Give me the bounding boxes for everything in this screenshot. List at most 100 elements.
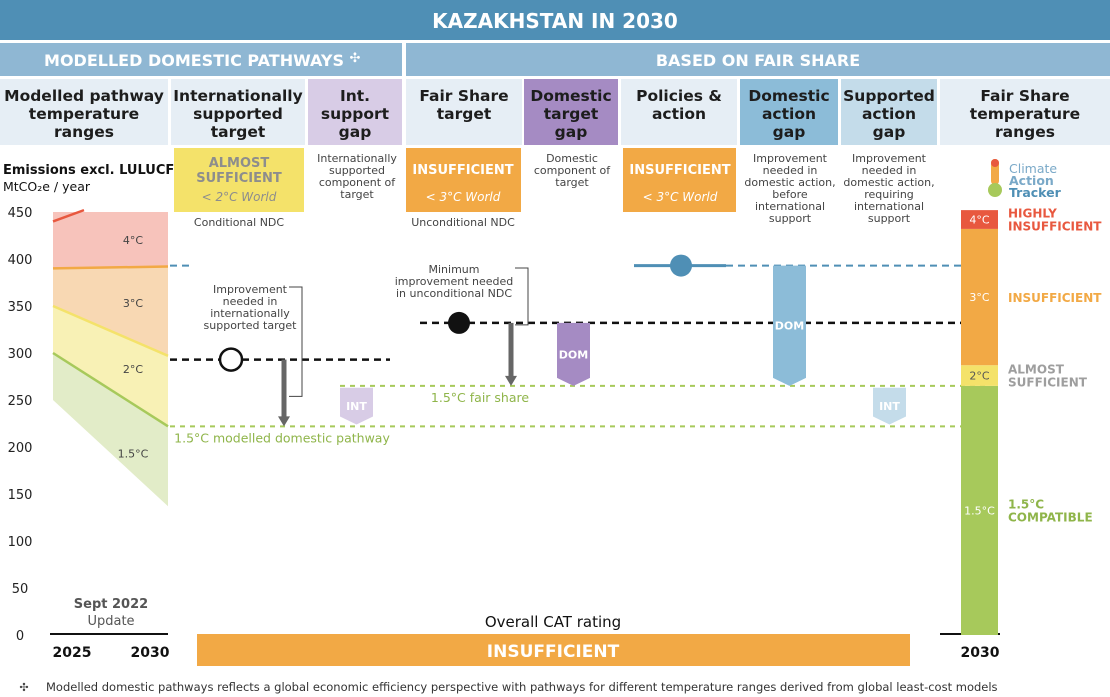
column-label-fair_share_target-1: target [437, 105, 492, 123]
desc-int-gap-0: Internationally [317, 152, 397, 165]
fair-share-rating-0: 1.5°C [1008, 497, 1044, 511]
y-tick-200: 200 [8, 441, 33, 456]
right-section-title: BASED ON FAIR SHARE [656, 51, 860, 70]
min-improvement-text-0: Minimum [429, 263, 480, 276]
left-section-mark: ✣ [350, 51, 361, 66]
column-label-fair_share_ranges-0: Fair Share [980, 87, 1069, 105]
column-label-int_supported-0: Internationally [173, 87, 302, 105]
column-label-fair_share_ranges-2: ranges [995, 123, 1055, 141]
column-header-int_gap [308, 79, 402, 145]
logo-line2: Action [1009, 173, 1054, 188]
modelled-band-0 [53, 212, 168, 269]
desc-supported-action-gap-2: domestic action, [843, 176, 934, 189]
rating-box-policies [623, 148, 736, 212]
rating-box-fair-share [406, 148, 521, 212]
fair-share-range-label-2: 3°C [969, 291, 989, 304]
column-label-fair_share_target-0: Fair Share [419, 87, 508, 105]
column-label-int_gap-0: Int. [340, 87, 370, 105]
desc-domestic-gap-2: target [555, 176, 589, 189]
column-header-policies [621, 79, 737, 145]
rating-box-int-supported [174, 148, 304, 212]
modelled-4c-line [52, 208, 85, 223]
modelled-band-label-1: 3°C [123, 297, 143, 310]
fair-share-rating-1: ALMOST [1008, 363, 1065, 377]
column-label-fair_share_ranges-1: temperature [970, 105, 1080, 123]
title-bar [0, 0, 1110, 40]
desc-supported-action-gap-0: Improvement [852, 152, 927, 165]
right-section-bar [406, 43, 1110, 76]
int-improvement-arrow-shaft [281, 359, 287, 418]
desc-domestic-action-gap-5: support [769, 212, 812, 225]
logo-line3: Tracker [1009, 185, 1062, 200]
rating-int-supported: ALMOST [209, 156, 270, 171]
update-label: Sept 2022 [74, 597, 148, 612]
min-improvement-text-1: improvement needed [395, 275, 514, 288]
modelled-band-2 [53, 306, 168, 427]
unconditional-ndc-marker [448, 311, 470, 334]
ndc-improvement-arrow-head [505, 375, 517, 386]
y-axis-unit: MtCO₂e / year [3, 179, 91, 194]
rating-fair-share: INSUFFICIENT [412, 163, 513, 178]
desc-int-gap-2: component of [319, 176, 396, 189]
modelled-boundary-3 [52, 351, 169, 428]
fair-share-rating-2: INSUFFICIENT [1008, 291, 1102, 305]
column-header-domestic_action_gap [740, 79, 838, 145]
column-header-int_supported [171, 79, 305, 145]
thermometer-bulb-icon [988, 183, 1002, 197]
improvement-int-text-1: needed in [223, 295, 278, 308]
column-label-domestic_action_gap-0: Domestic [748, 87, 829, 105]
overall-rating-value: INSUFFICIENT [487, 642, 620, 662]
y-axis-label: Emissions excl. LULUCF [3, 163, 174, 178]
supported-action-gap-bar-label: INT [879, 400, 900, 413]
column-header-supported_action_gap [841, 79, 937, 145]
modelled-band-1 [53, 266, 168, 356]
footnote-mark: ✣ [19, 681, 28, 694]
y-tick-400: 400 [8, 253, 33, 268]
modelled-band-label-3: 1.5°C [118, 448, 149, 461]
column-label-int_supported-1: supported [193, 105, 283, 123]
column-label-modelled_ranges-1: temperature [29, 105, 139, 123]
int-improvement-arrow-head [278, 416, 290, 427]
y-tick-250: 250 [8, 394, 33, 409]
column-label-domestic_gap-1: target [544, 105, 599, 123]
fair-share-label: 1.5°C fair share [431, 390, 529, 405]
logo-line1: Climate [1009, 161, 1057, 176]
domestic-action-gap-bar-label: DOM [775, 320, 804, 333]
fair-share-range-label-0: 1.5°C [964, 504, 995, 517]
fair-share-range-label-1: 2°C [969, 370, 989, 383]
desc-supported-action-gap-1: needed in [862, 164, 917, 177]
domestic-gap-bar-label: DOM [559, 348, 588, 361]
fair-share-range-2 [961, 228, 998, 366]
desc-int-gap-1: supported [329, 164, 385, 177]
column-label-domestic_action_gap-2: gap [773, 123, 806, 141]
left-section-bar [0, 43, 402, 76]
footnote-text: Modelled domestic pathways reflects a gl… [46, 680, 998, 694]
column-header-fair_share_target [406, 79, 522, 145]
y-tick-350: 350 [8, 300, 33, 315]
modelled-band-label-2: 2°C [123, 363, 143, 376]
modelled-boundary-2 [52, 304, 169, 357]
fair-share-range-3 [961, 210, 998, 229]
column-label-int_gap-2: gap [339, 123, 372, 141]
ndc-improvement-arrow-shaft [508, 322, 514, 377]
x-tick-2025: 2025 [53, 645, 92, 661]
rating-int-supported-world: < 2°C World [202, 190, 277, 204]
x-tick-2030: 2030 [131, 645, 170, 661]
overall-rating-bar [197, 634, 910, 666]
int-gap-bar [340, 387, 373, 425]
x-tick-2030-right: 2030 [961, 645, 1000, 661]
update-label-2: Update [87, 614, 134, 629]
overall-label: Overall CAT rating [485, 613, 621, 631]
modelled-boundary-1 [52, 265, 169, 270]
fair-share-rating2-3: INSUFFICIENT [1008, 220, 1102, 234]
desc-int-gap-3: target [340, 188, 374, 201]
fair-share-range-0 [961, 385, 998, 635]
fair-share-rating-3: HIGHLY [1008, 207, 1057, 221]
policies-marker [670, 254, 692, 277]
modelled-band-label-0: 4°C [123, 234, 143, 247]
supported-action-gap-bar [873, 387, 906, 425]
int-supported-marker [218, 347, 244, 372]
column-label-policies-0: Policies & [636, 87, 722, 105]
left-section-title: MODELLED DOMESTIC PATHWAYS [44, 51, 344, 70]
